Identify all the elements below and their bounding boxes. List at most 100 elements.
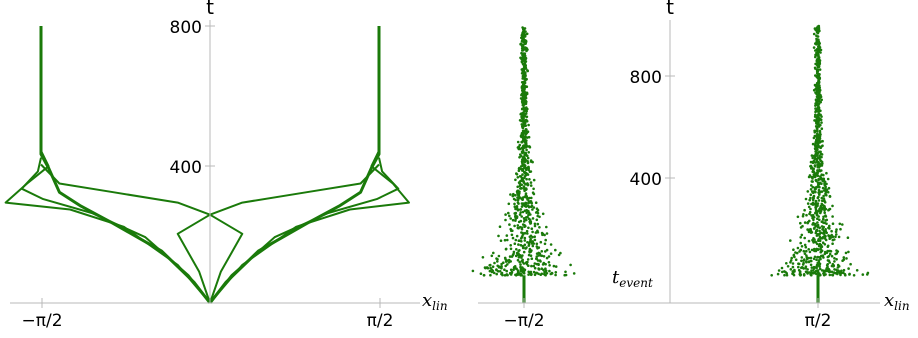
scatter-point bbox=[514, 178, 517, 182]
scatter-point bbox=[822, 256, 825, 259]
scatter-point bbox=[539, 240, 543, 244]
scatter-point bbox=[830, 254, 834, 258]
scatter-point bbox=[823, 189, 826, 192]
scatter-point bbox=[540, 231, 544, 235]
scatter-point bbox=[840, 269, 843, 273]
scatter-point bbox=[528, 178, 531, 181]
scatter-point bbox=[515, 234, 519, 238]
scatter-point bbox=[826, 255, 830, 259]
scatter-point bbox=[520, 36, 523, 40]
scatter-point bbox=[498, 266, 502, 269]
scatter-point bbox=[822, 177, 825, 181]
scatter-point bbox=[816, 221, 819, 224]
scatter-point bbox=[861, 273, 865, 276]
scatter-point bbox=[817, 121, 820, 125]
scatter-point bbox=[524, 128, 528, 131]
scatter-point bbox=[825, 171, 828, 175]
scatter-point bbox=[815, 234, 819, 237]
scatter-point bbox=[524, 152, 527, 155]
scatter-point bbox=[812, 32, 816, 36]
scatter-point bbox=[817, 98, 821, 102]
scatter-point bbox=[784, 270, 787, 274]
scatter-point bbox=[818, 209, 822, 213]
scatter-point bbox=[818, 150, 821, 154]
scatter-point bbox=[816, 165, 820, 169]
scatter-point bbox=[809, 196, 812, 200]
scatter-point bbox=[817, 134, 820, 138]
scatter-point bbox=[818, 68, 822, 71]
scatter-point bbox=[548, 269, 551, 273]
scatter-point bbox=[537, 263, 540, 267]
trajectory-line bbox=[208, 26, 381, 304]
scatter-point bbox=[523, 171, 527, 174]
scatter-point bbox=[525, 49, 528, 53]
scatter-point bbox=[819, 152, 823, 156]
scatter-point bbox=[827, 186, 831, 190]
scatter-point bbox=[819, 206, 823, 209]
scatter-point bbox=[510, 229, 513, 233]
scatter-point bbox=[521, 258, 524, 262]
scatter-point bbox=[808, 198, 811, 202]
scatter-point bbox=[816, 88, 819, 91]
scatter-point bbox=[813, 165, 817, 168]
scatter-point bbox=[490, 270, 494, 274]
scatter-point bbox=[509, 260, 512, 263]
scatter-point bbox=[512, 250, 516, 254]
scatter-point bbox=[815, 138, 819, 141]
scatter-point bbox=[525, 218, 528, 222]
scatter-point bbox=[523, 268, 527, 272]
scatter-point bbox=[811, 185, 815, 189]
scatter-point bbox=[500, 262, 503, 266]
scatter-point bbox=[544, 267, 547, 271]
scatter-point bbox=[799, 221, 802, 225]
scatter-point bbox=[834, 252, 837, 256]
scatter-point bbox=[817, 40, 820, 43]
scatter-point bbox=[525, 148, 528, 152]
scatter-point bbox=[513, 224, 516, 228]
scatter-point bbox=[821, 179, 824, 183]
scatter-point bbox=[809, 193, 813, 196]
scatter-point bbox=[800, 245, 804, 248]
scatter-point bbox=[812, 194, 816, 198]
scatter-point bbox=[823, 211, 826, 214]
left-y-tick-label: 400 bbox=[170, 158, 202, 178]
scatter-point bbox=[513, 205, 517, 208]
scatter-point bbox=[780, 266, 784, 270]
scatter-point bbox=[518, 181, 521, 184]
scatter-point bbox=[511, 236, 515, 240]
scatter-point bbox=[816, 127, 819, 131]
scatter-point bbox=[819, 123, 822, 127]
scatter-point bbox=[791, 262, 795, 265]
scatter-point bbox=[523, 243, 527, 247]
scatter-point bbox=[817, 177, 820, 181]
scatter-point bbox=[815, 37, 818, 41]
scatter-point bbox=[826, 249, 829, 253]
scatter-point bbox=[814, 200, 818, 203]
scatter-point bbox=[517, 167, 521, 170]
scatter-point bbox=[497, 254, 501, 258]
scatter-point bbox=[535, 255, 539, 258]
scatter-point bbox=[564, 270, 567, 274]
scatter-point bbox=[509, 244, 512, 247]
scatter-point bbox=[530, 205, 533, 208]
scatter-point bbox=[816, 110, 820, 113]
scatter-point bbox=[529, 181, 533, 184]
scatter-point bbox=[520, 115, 523, 119]
scatter-point bbox=[823, 243, 827, 246]
scatter-point bbox=[513, 242, 517, 245]
scatter-point bbox=[522, 250, 526, 254]
scatter-point bbox=[544, 273, 547, 277]
scatter-point bbox=[538, 226, 541, 229]
scatter-point bbox=[846, 236, 850, 239]
scatter-point bbox=[549, 272, 553, 276]
scatter-point bbox=[825, 266, 829, 270]
scatter-point bbox=[504, 213, 507, 216]
scatter-point bbox=[532, 187, 535, 191]
scatter-point bbox=[814, 113, 817, 117]
scatter-point bbox=[527, 213, 530, 217]
scatter-point bbox=[519, 211, 522, 214]
scatter-point bbox=[812, 257, 816, 261]
right-y-tick-label: 800 bbox=[630, 68, 662, 88]
scatter-point bbox=[515, 251, 519, 255]
scatter-point bbox=[516, 176, 520, 179]
